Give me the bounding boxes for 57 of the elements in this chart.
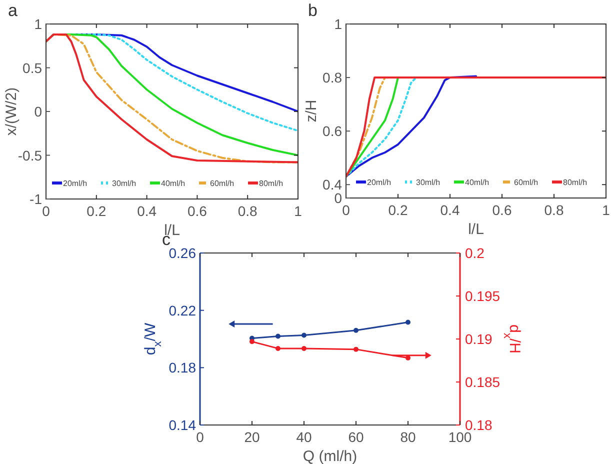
x-tick-label: 60 bbox=[348, 429, 364, 445]
point bbox=[250, 339, 254, 344]
point bbox=[406, 320, 410, 325]
legend-label: 60ml/h bbox=[514, 178, 538, 187]
point bbox=[276, 346, 280, 351]
y-tick-label: 0.5 bbox=[22, 60, 42, 76]
y-tick-label: 0.14 bbox=[168, 417, 196, 433]
y2-tick-label: 0.195 bbox=[465, 288, 500, 304]
chart-title: b bbox=[308, 1, 318, 20]
legend-label: 80ml/h bbox=[563, 178, 588, 187]
y-tick-label: 0.18 bbox=[168, 360, 196, 376]
x-tick-label: 0.8 bbox=[544, 202, 564, 218]
y-tick-label: -1 bbox=[30, 191, 42, 207]
x-axis-title: l/L bbox=[468, 221, 484, 238]
legend-label: 20ml/h bbox=[63, 179, 88, 188]
y-axis-title: z/H bbox=[303, 100, 320, 122]
x-tick-label: 80 bbox=[400, 429, 416, 445]
y2-tick-label: 0.2 bbox=[465, 245, 485, 261]
x-tick-label: 40 bbox=[296, 429, 312, 445]
legend-label: 60ml/h bbox=[210, 179, 234, 188]
point bbox=[302, 332, 306, 338]
y-tick-label: 1 bbox=[34, 16, 42, 32]
point bbox=[354, 328, 358, 333]
legend-label: 30ml/h bbox=[416, 178, 440, 187]
point bbox=[354, 346, 358, 352]
x-tick-label: 0.8 bbox=[238, 203, 258, 219]
x-tick-label: 1 bbox=[602, 202, 610, 218]
chart-title: a bbox=[8, 1, 18, 20]
point bbox=[302, 346, 306, 351]
x-tick-label: 0.4 bbox=[137, 203, 157, 219]
legend-label: 40ml/h bbox=[161, 179, 186, 188]
x-tick-label: 0.2 bbox=[388, 202, 408, 218]
y-tick-label: 0.8 bbox=[322, 70, 342, 86]
point bbox=[276, 334, 280, 339]
x-tick-label: 0.4 bbox=[440, 202, 460, 218]
y-tick-label: 0.6 bbox=[322, 123, 342, 140]
y-tick-label: 0.4 bbox=[322, 176, 342, 193]
legend-label: 40ml/h bbox=[465, 178, 490, 187]
x-tick-label: 0.6 bbox=[492, 202, 512, 218]
x-tick-label: 0.6 bbox=[187, 203, 208, 219]
x-tick-label: 20 bbox=[244, 429, 260, 445]
y2-tick-label: 0.185 bbox=[465, 374, 500, 390]
y-tick-label: 0 bbox=[334, 190, 342, 206]
x-axis-title: Q (ml/h) bbox=[302, 448, 358, 464]
y2-tick-label: 0.19 bbox=[465, 331, 492, 347]
y-tick-label: 0 bbox=[34, 104, 42, 120]
y-tick-label: 1 bbox=[334, 16, 342, 32]
x-tick-label: 1 bbox=[294, 203, 302, 219]
line-series bbox=[346, 75, 477, 178]
x-tick-label: 0.2 bbox=[86, 203, 106, 219]
legend-label: 80ml/h bbox=[259, 179, 284, 188]
legend-label: 20ml/h bbox=[367, 178, 392, 187]
legend-label: 30ml/h bbox=[112, 179, 136, 188]
y-tick-label: 0.26 bbox=[168, 245, 196, 261]
y-tick-label: 0.22 bbox=[168, 302, 196, 318]
y-axis-title: x/(W/2) bbox=[3, 87, 20, 136]
y-tick-label: -0.5 bbox=[18, 147, 42, 164]
